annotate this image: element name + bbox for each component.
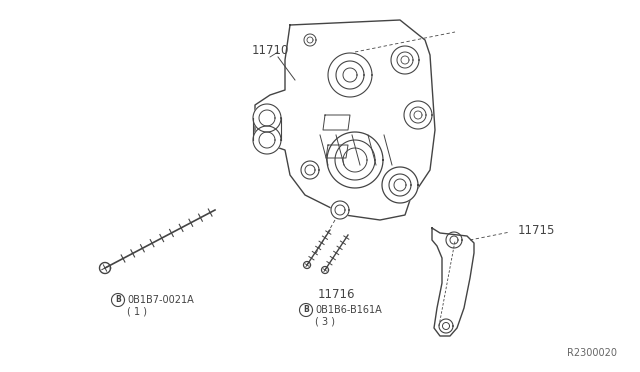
Text: B: B: [115, 295, 121, 305]
Polygon shape: [304, 34, 316, 46]
Polygon shape: [321, 266, 328, 273]
Polygon shape: [301, 161, 319, 179]
Polygon shape: [253, 118, 281, 140]
Polygon shape: [382, 167, 418, 203]
Polygon shape: [326, 145, 348, 158]
Polygon shape: [255, 20, 435, 220]
Text: R2300020: R2300020: [567, 348, 617, 358]
Polygon shape: [303, 262, 310, 269]
Text: 11710: 11710: [252, 44, 289, 57]
Polygon shape: [327, 132, 383, 188]
Polygon shape: [99, 263, 111, 273]
Text: 0B1B7-0021A: 0B1B7-0021A: [127, 295, 194, 305]
Text: 11716: 11716: [317, 288, 355, 301]
Polygon shape: [331, 201, 349, 219]
Text: ( 3 ): ( 3 ): [315, 316, 335, 326]
Polygon shape: [404, 101, 432, 129]
Polygon shape: [253, 126, 281, 154]
Polygon shape: [446, 232, 462, 248]
Polygon shape: [391, 46, 419, 74]
Polygon shape: [253, 104, 281, 132]
Text: 0B1B6-B161A: 0B1B6-B161A: [315, 305, 381, 315]
Polygon shape: [328, 53, 372, 97]
Text: ( 1 ): ( 1 ): [127, 306, 147, 316]
Polygon shape: [439, 319, 453, 333]
Polygon shape: [432, 228, 474, 336]
Text: 11715: 11715: [518, 224, 556, 237]
Text: B: B: [303, 305, 309, 314]
Polygon shape: [323, 115, 350, 130]
